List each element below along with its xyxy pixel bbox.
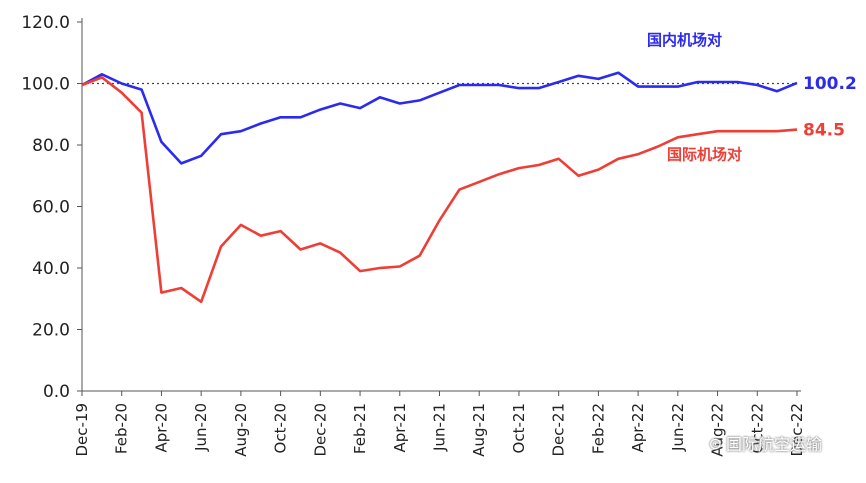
- x-tick-label: Jun-20: [192, 403, 210, 452]
- x-axis: Dec-19 Feb-20 Apr-20 Jun-20 Aug-20 Oct-20 Dec-…: [73, 390, 806, 457]
- x-tick-label: Jun-22: [669, 403, 687, 452]
- x-tick-label: Apr-21: [391, 403, 409, 453]
- x-tick-label: Apr-20: [152, 403, 170, 453]
- series-name-label-1: 国际机场对: [667, 146, 742, 164]
- y-tick-label: 40.0: [32, 259, 70, 279]
- wechat-icon: ⊙: [708, 433, 722, 453]
- x-tick-label: Dec-20: [311, 403, 329, 457]
- x-tick-label: Dec-22: [788, 403, 806, 457]
- y-tick-label: 100.0: [21, 75, 70, 95]
- x-tick-label: Feb-20: [113, 403, 131, 454]
- y-tick-label: 60.0: [32, 198, 70, 218]
- series-end-label-0: 100.2: [803, 74, 857, 94]
- y-tick-label: 120.0: [21, 13, 70, 33]
- x-tick-label: Feb-22: [589, 403, 607, 454]
- x-tick-label: Oct-21: [510, 403, 528, 453]
- watermark-text: 国际航空运输: [725, 435, 822, 454]
- x-tick-label: Feb-21: [351, 403, 369, 454]
- x-tick-label: Dec-21: [550, 403, 568, 457]
- x-tick-label: Apr-22: [629, 403, 647, 453]
- series-end-label-1: 84.5: [803, 121, 845, 141]
- series-line-1: [81, 76, 798, 304]
- series-group: [81, 71, 798, 304]
- y-axis: 0.0 20.0 40.0 60.0 80.0 100.0 120.0: [21, 13, 83, 402]
- series-labels: 100.2 国内机场对 84.5 国际机场对: [647, 31, 857, 164]
- y-tick-label: 0.0: [43, 382, 70, 402]
- x-tick-label: Jun-21: [431, 403, 449, 452]
- series-line-0: [81, 71, 798, 165]
- watermark: ⊙ 国际航空运输: [709, 431, 822, 455]
- y-tick-label: 20.0: [32, 321, 70, 341]
- x-tick-label: Aug-21: [470, 403, 488, 457]
- x-tick-label: Oct-20: [272, 403, 290, 453]
- x-tick-label: Aug-22: [709, 403, 727, 457]
- series-name-label-0: 国内机场对: [647, 31, 722, 49]
- y-tick-label: 80.0: [32, 136, 70, 156]
- x-tick-label: Aug-20: [232, 403, 250, 457]
- x-tick-label: Dec-19: [73, 403, 91, 457]
- x-tick-label: Oct-22: [748, 403, 766, 453]
